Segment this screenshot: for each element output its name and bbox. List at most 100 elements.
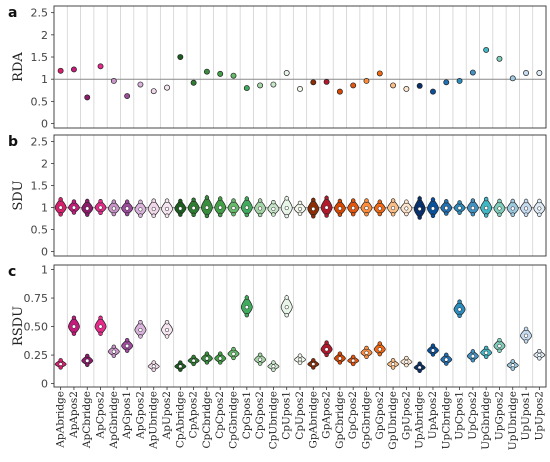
data-point	[416, 82, 423, 89]
median-point	[204, 356, 209, 361]
extreme-point	[350, 198, 356, 203]
median-point	[151, 206, 156, 211]
median-point	[244, 305, 249, 310]
extreme-point	[417, 215, 422, 220]
extreme-point	[390, 365, 396, 370]
extreme-point	[284, 295, 289, 300]
extreme-point	[191, 212, 196, 218]
data-point	[403, 86, 410, 92]
extreme-point	[284, 213, 289, 219]
extreme-point	[257, 212, 263, 218]
extreme-point	[138, 199, 143, 205]
x-tick-label: UpCbridge	[440, 391, 452, 449]
extreme-point	[364, 345, 369, 351]
extreme-point	[58, 197, 63, 202]
extreme-point	[191, 354, 196, 360]
y-tick-label: 1	[41, 264, 48, 277]
median-point	[164, 206, 170, 211]
median-point	[524, 333, 529, 338]
median-point	[404, 206, 409, 211]
median-point	[364, 205, 369, 211]
y-tick-label: 2	[41, 158, 48, 171]
data-point	[496, 55, 503, 62]
extreme-point	[98, 331, 103, 336]
panel-letter: b	[8, 134, 18, 150]
extreme-point	[244, 196, 250, 201]
extreme-point	[404, 355, 409, 361]
x-tick-label: ApCpos2	[95, 391, 107, 439]
median-point	[125, 206, 130, 211]
extreme-point	[430, 213, 436, 219]
extreme-point	[510, 359, 515, 364]
extreme-point	[231, 198, 236, 203]
extreme-point	[204, 351, 210, 356]
extreme-point	[178, 212, 183, 217]
data-point	[257, 82, 264, 89]
median-point	[244, 205, 249, 210]
y-tick-label: 0.75	[24, 292, 49, 305]
extreme-point	[111, 211, 117, 217]
extreme-point	[204, 195, 210, 200]
extreme-point	[191, 361, 196, 367]
extreme-point	[164, 334, 170, 339]
extreme-point	[470, 212, 476, 217]
extreme-point	[124, 348, 130, 353]
extreme-point	[124, 211, 130, 217]
median-point	[364, 350, 369, 355]
extreme-point	[124, 199, 130, 204]
x-tick-label: ApGpos1	[121, 391, 133, 440]
y-tick-label: 0	[41, 246, 48, 259]
median-point	[524, 206, 529, 211]
extreme-point	[523, 339, 529, 344]
extreme-point	[510, 366, 515, 371]
extreme-point	[390, 358, 396, 363]
extreme-point	[337, 198, 343, 204]
data-point	[150, 88, 157, 95]
median-point	[284, 205, 289, 211]
panel-c: 0 0.25 0.50 0.75 1 RSDU c	[8, 264, 547, 391]
data-point	[203, 68, 210, 75]
x-tick-label: GpGbridge	[360, 391, 372, 449]
extreme-point	[297, 360, 303, 366]
x-tick-label: CpCbridge	[201, 391, 213, 449]
extreme-point	[377, 351, 382, 357]
extreme-point	[204, 360, 210, 365]
x-tick-label: GpCbridge	[334, 391, 346, 449]
y-tick-label: 0.50	[24, 321, 49, 334]
data-point	[124, 93, 131, 100]
extreme-point	[364, 198, 369, 203]
extreme-point	[377, 199, 382, 204]
extreme-point	[417, 361, 422, 366]
extreme-point	[257, 352, 263, 357]
x-tick-label: UpAbridge	[414, 391, 426, 449]
median-point	[85, 206, 90, 211]
extreme-point	[350, 212, 356, 217]
y-tick-label: 0	[41, 118, 48, 131]
extreme-point	[457, 313, 462, 319]
x-tick-label: GpCpos2	[347, 391, 359, 439]
extreme-point	[497, 198, 502, 204]
median-point	[497, 343, 502, 349]
x-tick-label: GpUbridge	[387, 391, 399, 450]
median-point	[85, 358, 90, 363]
data-point	[523, 70, 530, 76]
data-point	[230, 72, 237, 79]
extreme-point	[470, 349, 476, 354]
extreme-point	[271, 367, 276, 372]
x-tick-label: ApGbridge	[108, 391, 120, 449]
data-point	[270, 81, 277, 88]
x-tick-label: GpUpos2	[400, 391, 412, 440]
extreme-point	[523, 212, 529, 217]
median-point	[324, 347, 329, 352]
median-point	[377, 206, 382, 211]
extreme-point	[510, 198, 515, 204]
x-tick-label: CpCpos2	[214, 391, 226, 439]
y-tick-label: 0.5	[31, 224, 49, 237]
data-point	[283, 70, 290, 76]
extreme-point	[444, 352, 449, 357]
median-point	[470, 354, 475, 359]
extreme-point	[444, 199, 449, 204]
y-tick-label: 1.5	[31, 51, 49, 64]
extreme-point	[337, 212, 343, 217]
x-tick-label: ApUbridge	[148, 391, 160, 450]
